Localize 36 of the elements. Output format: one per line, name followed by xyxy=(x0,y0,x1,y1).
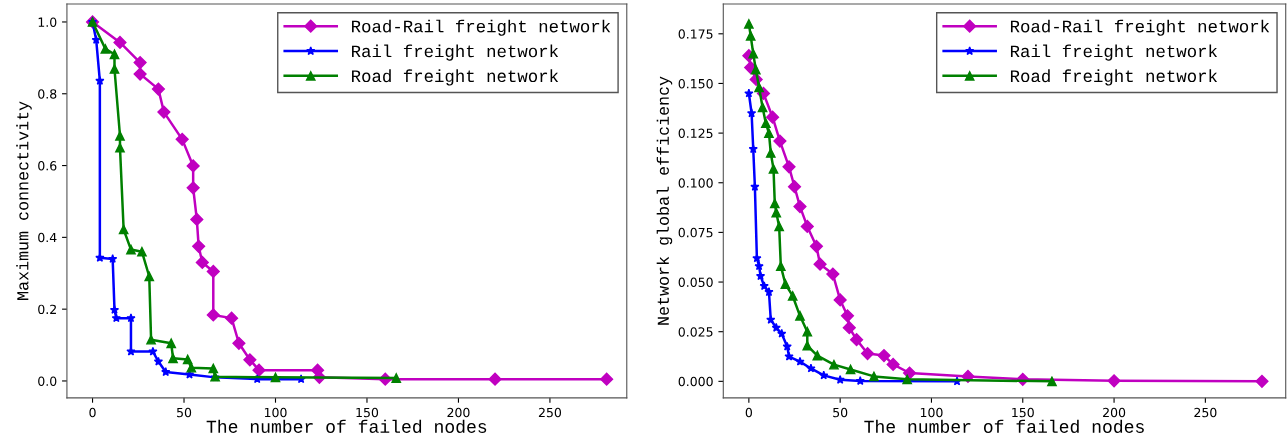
y-tick-label: 0.2 xyxy=(38,304,56,315)
x-tick-label: 0 xyxy=(89,407,96,418)
x-tick-label: 100 xyxy=(920,407,943,418)
y-tick-label: 0.100 xyxy=(678,178,713,188)
legend-label: Road freight network xyxy=(352,69,559,86)
x-axis-title: The number of failed nodes xyxy=(864,419,1144,433)
y-tick-label: 0.4 xyxy=(38,232,57,243)
y-tick-label: 0.150 xyxy=(678,78,713,89)
y-tick-label: 0.125 xyxy=(678,128,713,139)
x-tick-label: 250 xyxy=(1194,407,1217,418)
x-tick-label: 50 xyxy=(177,407,192,418)
x-tick-label: 0 xyxy=(745,407,753,418)
y-tick-label: 0.075 xyxy=(678,227,713,238)
x-tick-label: 150 xyxy=(1012,407,1034,418)
y-tick-label: 0.0 xyxy=(38,376,57,386)
y-tick-label: 1.0 xyxy=(38,17,57,27)
y-tick-label: 0.175 xyxy=(678,29,713,39)
x-tick-label: 200 xyxy=(447,407,470,418)
legend-label: Rail freight network xyxy=(352,44,559,61)
y-axis-title: Network global efficiency xyxy=(656,76,673,325)
legend-label: Rail freight network xyxy=(1010,44,1218,61)
y-tick-label: 0.025 xyxy=(678,327,713,337)
x-axis-title: The number of failed nodes xyxy=(206,419,487,433)
x-tick-label: 50 xyxy=(833,407,848,418)
x-tick-label: 150 xyxy=(356,407,379,418)
legend-label: Road-Rail freight network xyxy=(1010,19,1270,36)
legend-label: Road freight network xyxy=(1010,69,1218,86)
x-tick-label: 100 xyxy=(264,407,287,418)
y-tick-label: 0.6 xyxy=(38,161,57,171)
legend-label: Road-Rail freight network xyxy=(352,19,611,36)
x-tick-label: 200 xyxy=(1103,407,1126,418)
y-tick-label: 0.8 xyxy=(38,89,57,99)
x-tick-label: 250 xyxy=(538,407,562,418)
y-axis-title: Maximum connectivity xyxy=(16,101,32,300)
y-tick-label: 0.000 xyxy=(678,376,713,387)
y-tick-label: 0.050 xyxy=(678,277,713,287)
